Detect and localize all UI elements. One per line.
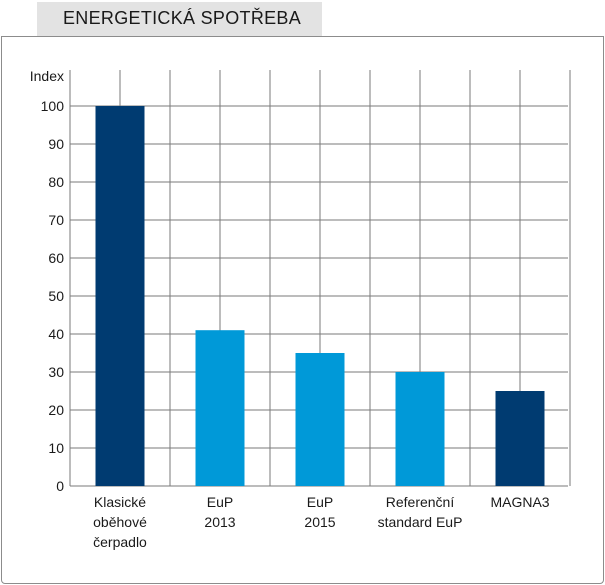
category-label-line: standard EuP	[378, 514, 463, 530]
y-tick-label: 70	[48, 212, 64, 228]
y-tick-label: 60	[48, 250, 64, 266]
y-tick-labels: 0 10 20 30 40 50 60 70 80 90 100	[41, 98, 65, 494]
bars	[95, 106, 545, 486]
bar	[395, 372, 445, 486]
category-label-line: oběhové	[93, 514, 147, 530]
y-tick-label: 80	[48, 174, 64, 190]
bar	[295, 353, 345, 486]
category-label-line: EuP	[207, 494, 233, 510]
grid-lines	[69, 70, 571, 487]
category-label: EuP 2013	[204, 494, 235, 530]
category-label-line: 2015	[304, 514, 335, 530]
category-label-line: Klasické	[94, 494, 146, 510]
y-tick-label: 90	[48, 136, 64, 152]
category-labels: Klasické oběhové čerpadlo EuP 2013 EuP 2015 Ref…	[93, 494, 550, 550]
bar	[495, 391, 545, 486]
bar	[195, 330, 245, 486]
chart-title: ENERGETICKÁ SPOTŘEBA	[63, 8, 302, 28]
category-label: Referenční standard EuP	[378, 494, 463, 530]
title-tab: ENERGETICKÁ SPOTŘEBA	[37, 2, 322, 36]
category-label: MAGNA3	[490, 494, 549, 510]
y-axis-label: Index	[30, 68, 64, 84]
category-label-line: 2013	[204, 514, 235, 530]
y-tick-label: 100	[41, 98, 65, 114]
category-label-line: EuP	[307, 494, 333, 510]
category-label-line: čerpadlo	[93, 534, 147, 550]
category-label: Klasické oběhové čerpadlo	[93, 494, 147, 550]
bar	[95, 106, 145, 486]
y-tick-label: 30	[48, 364, 64, 380]
y-tick-label: 10	[48, 440, 64, 456]
category-label-line: MAGNA3	[490, 494, 549, 510]
y-tick-label: 20	[48, 402, 64, 418]
y-tick-label: 50	[48, 288, 64, 304]
y-tick-label: 40	[48, 326, 64, 342]
category-label-line: Referenční	[386, 494, 455, 510]
category-label: EuP 2015	[304, 494, 335, 530]
y-tick-label: 0	[56, 478, 64, 494]
